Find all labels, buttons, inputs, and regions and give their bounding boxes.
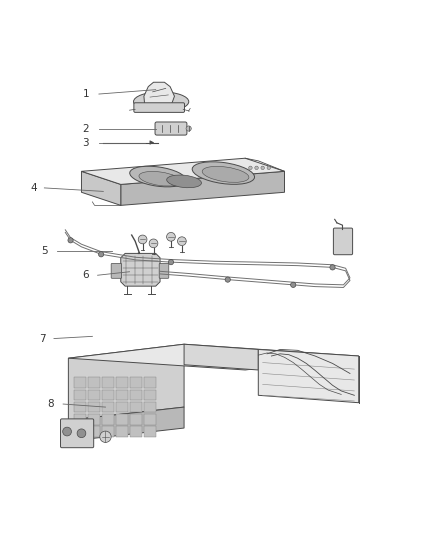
Bar [116, 377, 128, 388]
Circle shape [63, 427, 71, 436]
Circle shape [186, 126, 191, 131]
Bar [116, 402, 128, 413]
Bar [88, 414, 100, 425]
Bar [116, 426, 128, 437]
Bar [144, 377, 156, 388]
Bar [74, 414, 86, 425]
FancyBboxPatch shape [60, 419, 94, 448]
Circle shape [225, 277, 230, 282]
Polygon shape [81, 158, 285, 184]
Bar [144, 426, 156, 437]
Bar [102, 377, 114, 388]
Bar [130, 414, 142, 425]
Circle shape [77, 429, 86, 438]
Polygon shape [258, 350, 359, 403]
Circle shape [149, 239, 158, 248]
Bar [116, 414, 128, 425]
FancyBboxPatch shape [159, 263, 169, 278]
Ellipse shape [167, 175, 201, 188]
Polygon shape [121, 253, 160, 286]
Circle shape [177, 237, 186, 246]
Text: 6: 6 [82, 270, 89, 280]
Bar [130, 377, 142, 388]
Text: 7: 7 [39, 334, 46, 344]
Circle shape [99, 252, 104, 257]
Bar [130, 426, 142, 437]
Circle shape [168, 260, 173, 265]
Ellipse shape [134, 92, 189, 111]
Text: 5: 5 [41, 246, 48, 256]
FancyBboxPatch shape [155, 122, 187, 135]
Circle shape [290, 282, 296, 287]
Bar [88, 390, 100, 400]
Bar [74, 377, 86, 388]
Polygon shape [68, 407, 184, 441]
Polygon shape [81, 171, 121, 205]
Bar [130, 402, 142, 413]
Bar [88, 402, 100, 413]
Bar [74, 390, 86, 400]
Bar [102, 426, 114, 437]
Polygon shape [68, 344, 359, 370]
Circle shape [255, 166, 258, 169]
Bar [102, 390, 114, 400]
Circle shape [249, 166, 252, 169]
Circle shape [68, 238, 73, 243]
Circle shape [261, 166, 265, 169]
Bar [102, 414, 114, 425]
Ellipse shape [130, 166, 186, 187]
Polygon shape [144, 82, 174, 106]
Bar [88, 426, 100, 437]
Circle shape [166, 232, 175, 241]
Text: 4: 4 [30, 183, 37, 193]
Bar [88, 377, 100, 388]
Bar [144, 402, 156, 413]
Text: 2: 2 [82, 124, 89, 134]
Bar [144, 390, 156, 400]
FancyBboxPatch shape [333, 228, 353, 255]
FancyBboxPatch shape [111, 263, 122, 278]
Bar [74, 426, 86, 437]
Circle shape [100, 431, 111, 442]
Ellipse shape [192, 162, 254, 184]
Ellipse shape [202, 166, 249, 182]
Text: 3: 3 [82, 138, 89, 148]
Bar [144, 414, 156, 425]
FancyBboxPatch shape [134, 103, 184, 112]
Ellipse shape [139, 172, 181, 186]
Polygon shape [121, 171, 285, 205]
Polygon shape [184, 344, 258, 370]
Text: 8: 8 [48, 399, 54, 409]
Bar [102, 402, 114, 413]
Circle shape [267, 166, 271, 169]
Circle shape [138, 235, 147, 244]
Polygon shape [68, 344, 184, 420]
Circle shape [330, 265, 335, 270]
Bar [130, 390, 142, 400]
Bar [116, 390, 128, 400]
Text: 1: 1 [82, 89, 89, 99]
Bar [74, 402, 86, 413]
